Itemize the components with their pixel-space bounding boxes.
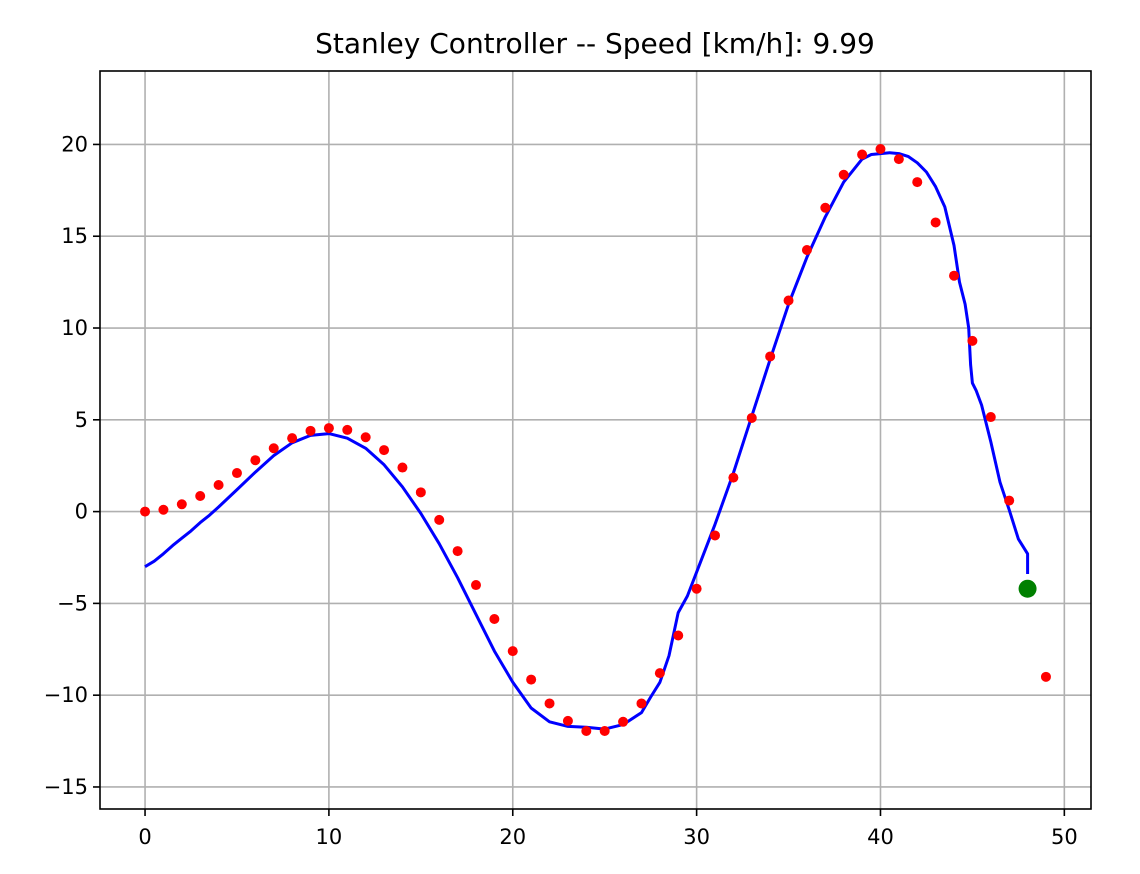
target-point: [673, 630, 684, 641]
target-point: [507, 646, 518, 657]
target-point: [875, 144, 886, 155]
target-point: [710, 530, 721, 541]
target-point: [581, 725, 592, 736]
target-point: [820, 202, 831, 213]
target-point: [323, 423, 334, 434]
target-point: [195, 490, 206, 501]
target-point: [250, 455, 261, 466]
ticks: 0 10 20 30 40 50 −15 −10 −5 0 5 10 15 20: [44, 132, 1078, 849]
target-point: [728, 472, 739, 483]
target-point: [636, 698, 647, 709]
target-point: [360, 432, 371, 443]
target-point: [526, 674, 537, 685]
target-point: [268, 443, 279, 454]
x-tick-label: 50: [1051, 825, 1078, 849]
target-point: [397, 462, 408, 473]
y-tick-label: 15: [61, 224, 88, 248]
target-point: [140, 506, 151, 517]
target-point: [599, 725, 610, 736]
target-point: [930, 217, 941, 228]
x-tick-label: 20: [499, 825, 526, 849]
target-point: [415, 487, 426, 498]
target-point: [1004, 495, 1015, 506]
target-point: [765, 351, 776, 362]
target-point: [213, 479, 224, 490]
target-point: [838, 169, 849, 180]
target-point: [618, 716, 629, 727]
x-tick-label: 30: [683, 825, 710, 849]
x-tick-label: 0: [138, 825, 151, 849]
target-point: [691, 583, 702, 594]
y-tick-label: 5: [75, 408, 88, 432]
target-point: [893, 154, 904, 165]
series-layer: [140, 144, 1051, 736]
target-point: [287, 433, 298, 444]
target-point: [562, 715, 573, 726]
target-point: [489, 613, 500, 624]
vehicle-marker: [1018, 579, 1037, 598]
target-point: [379, 445, 390, 456]
target-point: [857, 149, 868, 160]
y-tick-label: −5: [57, 591, 88, 615]
tracked-path-line: [144, 151, 1030, 731]
plot-frame: [99, 70, 1092, 810]
target-point: [544, 698, 555, 709]
target-point: [654, 668, 665, 679]
x-tick-label: 40: [867, 825, 894, 849]
y-tick-label: −10: [44, 683, 88, 707]
target-point: [783, 295, 794, 306]
target-point: [801, 244, 812, 255]
x-tick-label: 10: [316, 825, 343, 849]
target-point: [949, 270, 960, 281]
y-tick-label: 0: [75, 500, 88, 524]
target-point: [912, 177, 923, 188]
y-tick-label: 20: [61, 132, 88, 156]
target-point: [1040, 671, 1051, 682]
target-point: [985, 412, 996, 423]
y-tick-label: −15: [44, 775, 88, 799]
target-point: [452, 546, 463, 557]
chart-title: Stanley Controller -- Speed [km/h]: 9.99: [315, 27, 875, 60]
target-point: [158, 504, 169, 515]
target-point: [305, 425, 316, 436]
y-tick-label: 10: [61, 316, 88, 340]
grid: [100, 71, 1091, 809]
target-point: [176, 499, 187, 510]
target-point: [967, 335, 978, 346]
target-point: [746, 412, 757, 423]
target-point: [342, 424, 353, 435]
target-point: [470, 580, 481, 591]
target-point: [231, 468, 242, 479]
target-point: [434, 514, 445, 525]
